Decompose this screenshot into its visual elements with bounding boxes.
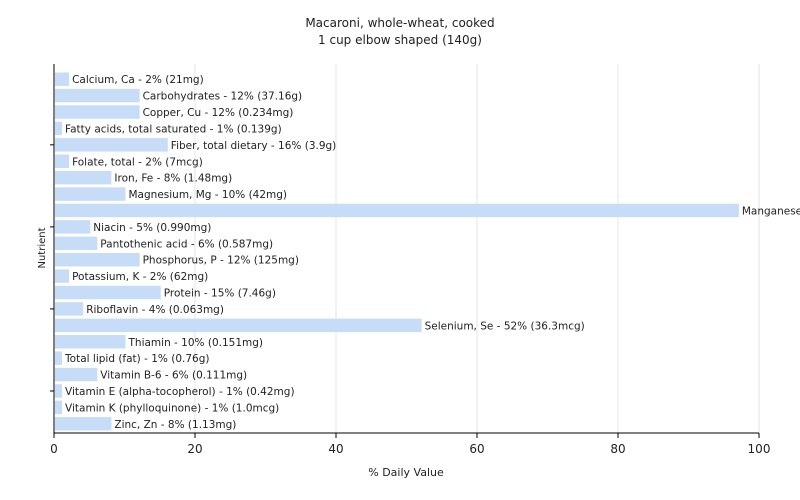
bar <box>55 220 91 234</box>
bar <box>55 203 739 218</box>
gridlines <box>194 64 760 433</box>
bar-label: Pantothenic acid - 6% (0.587mg) <box>100 238 273 250</box>
bar <box>55 302 84 316</box>
bar-label: Riboflavin - 4% (0.063mg) <box>86 304 224 316</box>
bar <box>55 236 98 251</box>
x-tick-label: 40 <box>328 442 343 456</box>
bar-label: Potassium, K - 2% (62mg) <box>72 271 208 283</box>
bar <box>55 335 126 349</box>
bar <box>55 154 70 168</box>
bar-label: Iron, Fe - 8% (1.48mg) <box>114 173 232 185</box>
bar <box>55 351 63 365</box>
bar-label: Vitamin K (phylloquinone) - 1% (1.0mcg) <box>65 402 279 414</box>
bar-label: Vitamin B-6 - 6% (0.111mg) <box>100 370 247 382</box>
bar-label: Protein - 15% (7.46g) <box>164 288 276 300</box>
x-tick-label: 60 <box>469 442 484 456</box>
bar <box>55 72 70 86</box>
bar <box>55 318 422 333</box>
bar-label: Fiber, total dietary - 16% (3.9g) <box>171 140 336 152</box>
y-axis-label: Nutrient <box>37 227 48 268</box>
bar <box>55 138 168 152</box>
x-axis-label: % Daily Value <box>368 466 444 479</box>
bar-label: Calcium, Ca - 2% (21mg) <box>72 74 204 86</box>
x-ticks: 0 20 40 60 80 100 <box>50 433 770 456</box>
bar-label: Manganese, Mn - 97% (1.931mg) <box>742 205 800 217</box>
bar-label: Copper, Cu - 12% (0.234mg) <box>143 107 294 119</box>
bar <box>55 285 161 300</box>
x-tick-label: 100 <box>748 442 771 456</box>
bar <box>55 252 140 267</box>
bar-label: Folate, total - 2% (7mcg) <box>72 156 203 168</box>
bar-label: Zinc, Zn - 8% (1.13mg) <box>114 419 236 431</box>
chart-title: Macaroni, whole-wheat, cooked <box>305 16 495 30</box>
bar-label: Phosphorus, P - 12% (125mg) <box>143 255 299 267</box>
bar <box>55 170 112 185</box>
bar-label: Fatty acids, total saturated - 1% (0.139… <box>65 123 282 135</box>
bar-label: Selenium, Se - 52% (36.3mcg) <box>425 320 585 332</box>
x-tick-label: 20 <box>187 442 202 456</box>
bar <box>55 121 63 136</box>
x-tick-label: 0 <box>50 442 58 456</box>
bar <box>55 187 126 201</box>
x-tick-label: 80 <box>610 442 625 456</box>
bar <box>55 417 112 431</box>
bar <box>55 367 98 382</box>
bar-label: Thiamin - 10% (0.151mg) <box>128 337 264 349</box>
bar <box>55 88 140 103</box>
bar-label: Vitamin E (alpha-tocopherol) - 1% (0.42m… <box>65 386 294 398</box>
bar <box>55 384 63 398</box>
chart-subtitle: 1 cup elbow shaped (140g) <box>318 33 482 47</box>
bar <box>55 400 63 415</box>
axes <box>50 64 759 434</box>
bar-label: Magnesium, Mg - 10% (42mg) <box>129 189 288 201</box>
bar <box>55 269 70 283</box>
bar-label: Carbohydrates - 12% (37.16g) <box>143 91 303 103</box>
bars: Calcium, Ca - 2% (21mg) Carbohydrates - 1… <box>55 72 800 431</box>
bar-label: Total lipid (fat) - 1% (0.76g) <box>64 353 209 365</box>
bar <box>55 105 140 119</box>
bar-label: Niacin - 5% (0.990mg) <box>93 222 211 234</box>
